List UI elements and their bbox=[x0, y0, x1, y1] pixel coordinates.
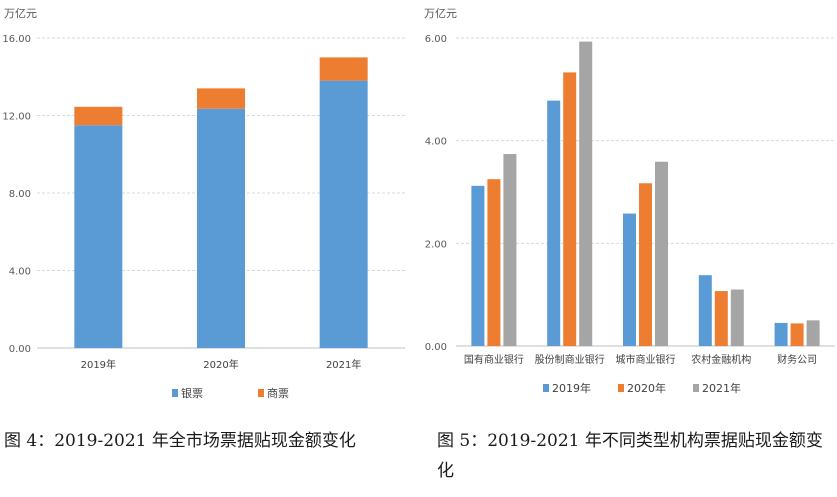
legend-label: 2021年 bbox=[702, 381, 741, 395]
legend-label: 银票 bbox=[181, 386, 203, 400]
x-category-label: 城市商业银行 bbox=[616, 353, 676, 366]
legend-swatch bbox=[172, 389, 178, 397]
bar bbox=[74, 106, 123, 126]
bar bbox=[319, 57, 368, 81]
bar bbox=[197, 108, 245, 348]
y-tick-label: 2.00 bbox=[425, 239, 447, 250]
unit-label: 万亿元 bbox=[4, 7, 37, 20]
x-category-label: 2019年 bbox=[81, 358, 116, 371]
legend-label: 2019年 bbox=[552, 381, 591, 395]
legend-swatch bbox=[258, 389, 264, 397]
y-tick-label: 16.00 bbox=[2, 34, 31, 45]
bar bbox=[639, 183, 652, 346]
legend-swatch bbox=[543, 384, 549, 392]
legend-label: 商票 bbox=[267, 386, 289, 400]
bar bbox=[774, 322, 788, 346]
bar bbox=[471, 185, 485, 346]
bar bbox=[623, 213, 636, 346]
institution-discount-chart: 万亿元 0.00 2.00 4.00 6.00 国有商业银行 股份制商业银行 城市商业银行… bbox=[424, 7, 835, 395]
y-tick-label: 12.00 bbox=[2, 112, 31, 123]
bar bbox=[487, 179, 501, 346]
bar bbox=[730, 289, 744, 346]
bar bbox=[319, 80, 368, 348]
x-category-label: 2020年 bbox=[203, 358, 238, 371]
y-tick-label: 0.00 bbox=[9, 344, 31, 355]
x-category-label: 股份制商业银行 bbox=[535, 353, 605, 366]
bar bbox=[655, 161, 668, 346]
bar bbox=[790, 323, 804, 346]
figure-caption: 图 5：2019-2021 年不同类型机构票据贴现金额变化 bbox=[437, 431, 823, 481]
bar bbox=[806, 320, 820, 346]
figure-caption: 图 4：2019-2021 年全市场票据贴现金额变化 bbox=[4, 431, 356, 451]
legend-label: 2020年 bbox=[627, 381, 666, 395]
y-tick-label: 8.00 bbox=[9, 189, 31, 200]
y-tick-label: 4.00 bbox=[425, 137, 447, 148]
bar bbox=[579, 41, 593, 347]
bar bbox=[503, 154, 517, 346]
unit-label: 万亿元 bbox=[424, 7, 457, 20]
y-tick-label: 6.00 bbox=[425, 34, 447, 45]
x-category-label: 财务公司 bbox=[777, 353, 817, 366]
y-tick-label: 0.00 bbox=[425, 342, 447, 353]
bar bbox=[698, 275, 712, 346]
y-tick-label: 4.00 bbox=[9, 267, 31, 278]
legend-swatch bbox=[618, 384, 624, 392]
legend-swatch bbox=[693, 384, 699, 392]
x-category-label: 农村金融机构 bbox=[691, 353, 751, 366]
x-category-label: 国有商业银行 bbox=[464, 353, 524, 366]
bar bbox=[563, 72, 577, 346]
bar bbox=[197, 88, 245, 109]
bar bbox=[714, 291, 728, 346]
bar bbox=[74, 125, 123, 348]
x-category-label: 2021年 bbox=[326, 358, 361, 371]
bar bbox=[547, 100, 561, 346]
market-discount-chart: 万亿元 0.00 4.00 8.00 12.00 16.00 2019年 2020年 202… bbox=[2, 7, 405, 400]
